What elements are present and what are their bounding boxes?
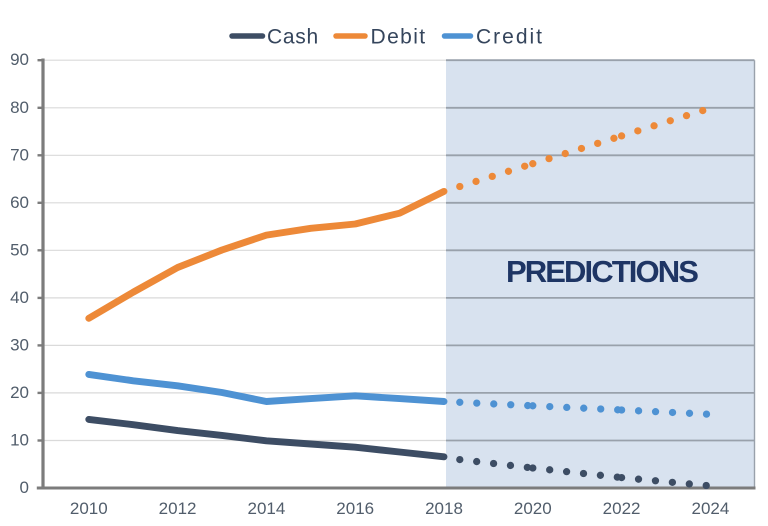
svg-text:2018: 2018: [425, 499, 463, 518]
svg-text:2022: 2022: [603, 499, 641, 518]
svg-text:2014: 2014: [247, 499, 285, 518]
svg-text:80: 80: [10, 98, 29, 117]
svg-text:2016: 2016: [336, 499, 374, 518]
svg-text:2024: 2024: [691, 499, 729, 518]
svg-text:2012: 2012: [159, 499, 197, 518]
svg-text:2010: 2010: [70, 499, 108, 518]
svg-text:40: 40: [10, 288, 29, 307]
svg-text:Debit: Debit: [371, 26, 427, 49]
svg-text:60: 60: [10, 193, 29, 212]
svg-text:2020: 2020: [514, 499, 552, 518]
svg-text:Credit: Credit: [476, 26, 544, 49]
svg-text:90: 90: [10, 50, 29, 69]
svg-text:50: 50: [10, 240, 29, 259]
svg-text:10: 10: [10, 431, 29, 450]
svg-text:70: 70: [10, 145, 29, 164]
svg-text:Cash: Cash: [267, 26, 319, 49]
svg-text:20: 20: [10, 383, 29, 402]
svg-text:0: 0: [20, 478, 29, 497]
svg-text:PREDICTIONS: PREDICTIONS: [506, 254, 698, 289]
svg-text:30: 30: [10, 335, 29, 354]
